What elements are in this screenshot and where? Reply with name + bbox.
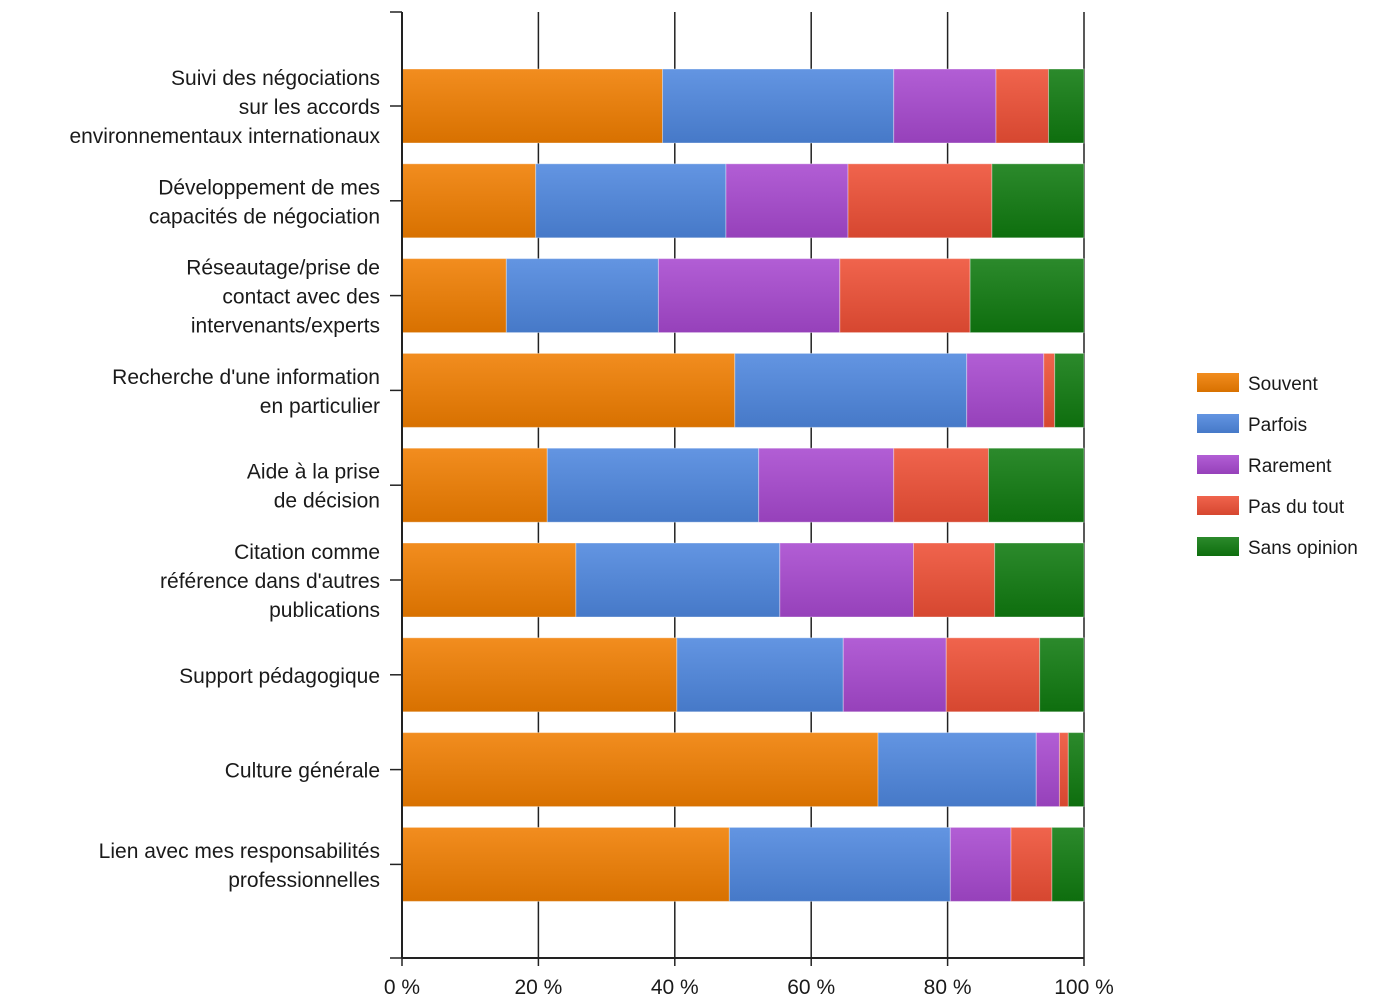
bar-segment-parfois <box>662 68 895 144</box>
bar-segment-pas-du-tout <box>893 447 990 523</box>
bar-segment-rarement <box>725 163 849 239</box>
bar-segment-rarement <box>949 826 1012 902</box>
x-tick-label: 100 % <box>1054 976 1114 999</box>
category-label: Lien avec mes responsabilités professionn… <box>99 840 380 892</box>
legend-swatch-pas-du-tout <box>1197 496 1239 515</box>
bar-segment-rarement <box>1035 732 1060 808</box>
bar-segment-rarement <box>657 258 841 334</box>
category-label: Culture générale <box>225 760 380 783</box>
bar-segment-rarement <box>893 68 997 144</box>
bar-segment-pas-du-tout <box>839 258 971 334</box>
category-label: Suivi des négociations sur les accords env… <box>69 67 380 148</box>
bar-segment-souvent <box>401 352 736 428</box>
bar-segment-souvent <box>401 258 507 334</box>
bar-segment-rarement <box>758 447 895 523</box>
bar-segment-souvent <box>401 826 730 902</box>
bar-segment-souvent <box>401 163 537 239</box>
bar-segment-sans-opinion <box>994 542 1085 618</box>
category-label: Aide à la prise de décision <box>247 461 380 513</box>
bar-segment-pas-du-tout <box>1058 732 1069 808</box>
category-label: Support pédagogique <box>179 665 380 688</box>
category-labels: Suivi des négociations sur les accords env… <box>69 67 380 892</box>
bar-segment-souvent <box>401 68 664 144</box>
bar-segment-parfois <box>546 447 760 523</box>
legend-swatch-rarement <box>1197 455 1239 474</box>
bars <box>401 68 1085 902</box>
legend: Souvent Parfois Rarement Pas du tout Sans op… <box>1197 373 1358 559</box>
bar-segment-sans-opinion <box>1054 352 1085 428</box>
bar-segment-sans-opinion <box>1039 637 1085 713</box>
category-label: Recherche d'une information en particulie… <box>112 366 380 418</box>
axes <box>390 11 1085 966</box>
bar-segment-pas-du-tout <box>913 542 996 618</box>
x-tick-label: 40 % <box>651 976 699 999</box>
legend-label: Rarement <box>1248 456 1332 477</box>
legend-label: Pas du tout <box>1248 497 1345 518</box>
bar-segment-pas-du-tout <box>995 68 1050 144</box>
bar-segment-pas-du-tout <box>847 163 993 239</box>
x-tick-label: 60 % <box>787 976 835 999</box>
bar-segment-souvent <box>401 637 678 713</box>
category-label: Développement de mes capacités de négocia… <box>149 176 380 228</box>
bar-segment-sans-opinion <box>988 447 1085 523</box>
bar-segment-rarement <box>842 637 947 713</box>
bar-segment-parfois <box>877 732 1037 808</box>
bar-segment-rarement <box>966 352 1045 428</box>
bar-segment-souvent <box>401 732 879 808</box>
bar-segment-parfois <box>676 637 844 713</box>
legend-label: Souvent <box>1248 374 1318 395</box>
category-label: Réseautage/prise de contact avec des inter… <box>186 257 380 338</box>
legend-label: Parfois <box>1248 415 1307 436</box>
bar-segment-sans-opinion <box>991 163 1085 239</box>
bar-segment-sans-opinion <box>969 258 1085 334</box>
bar-segment-sans-opinion <box>1051 826 1085 902</box>
legend-swatch-parfois <box>1197 414 1239 433</box>
bar-segment-parfois <box>575 542 781 618</box>
bar-segment-souvent <box>401 542 577 618</box>
bar-segment-rarement <box>779 542 914 618</box>
bar-segment-parfois <box>734 352 968 428</box>
legend-label: Sans opinion <box>1248 538 1358 559</box>
x-tick-label: 0 % <box>384 976 420 999</box>
bar-segment-sans-opinion <box>1048 68 1085 144</box>
bar-segment-sans-opinion <box>1067 732 1085 808</box>
bar-segment-parfois <box>505 258 659 334</box>
bar-segment-pas-du-tout <box>945 637 1041 713</box>
legend-swatch-souvent <box>1197 373 1239 392</box>
bar-segment-parfois <box>728 826 951 902</box>
bar-segment-souvent <box>401 447 548 523</box>
legend-swatch-sans-opinion <box>1197 537 1239 556</box>
bar-segment-pas-du-tout <box>1043 352 1056 428</box>
bar-segment-parfois <box>535 163 727 239</box>
bar-segment-pas-du-tout <box>1010 826 1053 902</box>
category-label: Citation comme référence dans d'autres pub… <box>160 541 380 622</box>
x-tick-labels: 0 % 20 % 40 % 60 % 80 % 100 % <box>384 976 1114 999</box>
x-tick-label: 80 % <box>924 976 972 999</box>
x-tick-label: 20 % <box>514 976 562 999</box>
